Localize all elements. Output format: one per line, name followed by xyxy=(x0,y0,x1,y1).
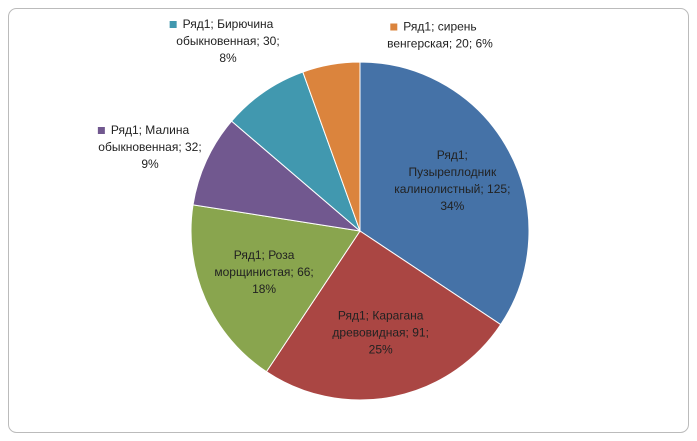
pie-slice xyxy=(192,120,362,232)
legend-key xyxy=(97,127,105,134)
data-label: Ряд1; Бирючина обыкновенная; 30; 8% xyxy=(176,17,279,65)
data-label: Ряд1; Роза морщинистая; 66; 18% xyxy=(214,248,313,296)
data-label: Ряд1; сирень венгерская; 20; 6% xyxy=(387,20,493,51)
legend-key xyxy=(169,21,177,28)
pie-slice xyxy=(302,61,361,232)
pie-slice xyxy=(230,71,362,233)
data-label: Ряд1; Карагана древовидная; 91; 25% xyxy=(332,309,429,357)
pie-slice xyxy=(190,204,361,373)
legend-key xyxy=(390,23,398,31)
data-label: Ряд1; Пузыреплодник калинолистный; 125; 34% xyxy=(394,148,510,213)
data-label: Ряд1; Малина обыкновенная; 32; 9% xyxy=(98,123,201,171)
pie-slice xyxy=(265,230,502,401)
